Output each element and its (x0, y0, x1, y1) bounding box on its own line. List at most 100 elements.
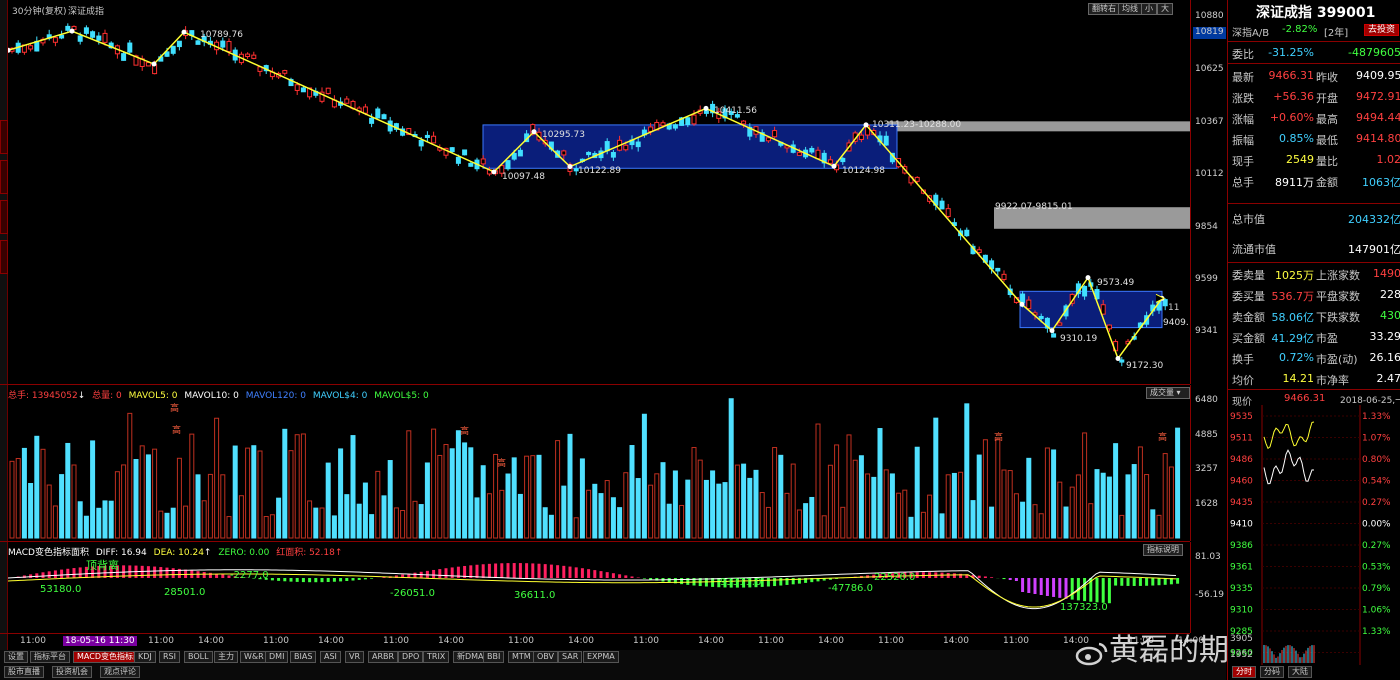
large-button[interactable]: 大 (1157, 3, 1173, 15)
volume-bar (703, 479, 709, 539)
indicator-tab[interactable]: KDJ (134, 651, 156, 663)
volume-bar (437, 454, 443, 539)
volume-bar (964, 403, 970, 539)
flip-button[interactable]: 翻转右 (1088, 3, 1120, 15)
indicator-tab[interactable]: RSI (159, 651, 180, 663)
left-tab-3[interactable] (0, 200, 8, 234)
left-tab-4[interactable] (0, 240, 8, 274)
mini-avg-line (1263, 421, 1315, 450)
candle-body (59, 34, 65, 39)
price-volume-separator (0, 384, 1190, 385)
volume-bar (691, 447, 697, 539)
volume-bar (945, 474, 951, 539)
macd-tick: 81.03 (1195, 552, 1221, 562)
comment-button[interactable]: 观点评论 (100, 666, 140, 678)
left-tab-2[interactable] (0, 160, 8, 194)
row-label-1: 委买量 (1232, 290, 1265, 303)
time-tick: 18-05-16 11:30 (63, 636, 137, 646)
volume-bar (908, 516, 914, 539)
volume-indicator-dropdown[interactable]: 成交量 ▾ (1146, 387, 1190, 399)
volume-bar (858, 455, 864, 539)
volume-bar (809, 496, 815, 539)
float-cap-value: 147901亿 (1348, 243, 1400, 256)
indicator-tab[interactable]: BIAS (290, 651, 317, 663)
candle-body (300, 87, 306, 93)
pivot-dot (69, 28, 75, 34)
volume-bar (883, 469, 889, 539)
candle-body (251, 54, 257, 59)
mini-tab[interactable]: 大陆 (1288, 666, 1312, 678)
indicator-tab[interactable]: DMI (265, 651, 289, 663)
indicator-tab[interactable]: BOLL (184, 651, 213, 663)
candle-body (747, 126, 753, 137)
candle-body (449, 147, 455, 153)
volume-bar (474, 497, 480, 539)
candle-body (344, 98, 350, 104)
volume-bar (65, 442, 71, 539)
indicator-tab[interactable]: MACD变色指标面积 (73, 651, 153, 663)
indicator-tab[interactable]: 设置 (4, 651, 28, 663)
row-value-2: 430 (1380, 309, 1400, 322)
gap-bar (994, 207, 1190, 229)
opportunity-button[interactable]: 投资机会 (52, 666, 92, 678)
volume-bar (269, 514, 275, 539)
volume-bar (567, 433, 573, 539)
price-tick: 10819 (1195, 27, 1224, 37)
annotation-tick: 11 (1168, 303, 1180, 313)
indicator-tab[interactable]: 主力 (214, 651, 238, 663)
volume-bar (939, 513, 945, 539)
candle-body (52, 37, 58, 43)
indicator-tab[interactable]: MTM (508, 651, 535, 663)
volume-bar (164, 512, 170, 539)
volume-bar (827, 464, 833, 539)
row-label-1: 卖金额 (1232, 311, 1265, 324)
candle-body (809, 147, 815, 153)
indicator-tab[interactable]: BBI (483, 651, 505, 663)
invest-button[interactable]: 去投资 (1364, 24, 1400, 36)
candle-body (741, 120, 747, 125)
indicator-tab[interactable]: VR (345, 651, 365, 663)
sub-change: -2.82% (1282, 24, 1318, 35)
live-button[interactable]: 股市直播 (4, 666, 44, 678)
indicator-tab[interactable]: EXPMA (583, 651, 619, 663)
row-value-1: 2549 (1286, 153, 1314, 166)
candle-body (679, 117, 685, 126)
indicator-tab[interactable]: ARBR (368, 651, 399, 663)
indicator-tab[interactable]: OBV (533, 651, 559, 663)
row-label-2: 金额 (1316, 176, 1338, 189)
volume-bar (176, 457, 182, 539)
volume-bar (778, 454, 784, 539)
candle-body (424, 134, 430, 138)
volume-bar (207, 473, 213, 539)
volume-bar (573, 517, 579, 539)
annotation-gap-1: 10311.23-10288.00 (872, 120, 962, 130)
volume-bar (486, 493, 492, 539)
chart-canvas[interactable] (8, 0, 1190, 650)
annotation-low-1: 10097.48 (502, 172, 545, 182)
indicator-tab[interactable]: ASI (320, 651, 341, 663)
volume-bar (517, 493, 523, 539)
indicator-tab[interactable]: 指标平台 (30, 651, 70, 663)
candle-body (772, 130, 778, 138)
volume-bar (369, 514, 375, 539)
indicator-tab[interactable]: W&R (240, 651, 268, 663)
volume-bar (238, 495, 244, 539)
pivot-dot (567, 164, 573, 170)
book-rows: 委卖量 1025万 上涨家数 1490 委买量 536.7万 平盘家数 228 卖金额 58.06… (1228, 264, 1400, 390)
divider (1228, 63, 1400, 64)
indicator-tab[interactable]: DPO (398, 651, 424, 663)
time-tick: 11:00 (1128, 636, 1154, 646)
left-tab-1[interactable] (0, 120, 8, 154)
mini-tab[interactable]: 分码 (1260, 666, 1284, 678)
chart-period[interactable]: 30分钟(复权) (12, 7, 67, 17)
indicator-help-button[interactable]: 指标说明 (1143, 544, 1183, 556)
intraday-mini-chart[interactable]: 9535 1.33% 9511 1.07% 9486 0.80% 9460 0.54% 9435… (1228, 405, 1400, 665)
candle-body (102, 32, 108, 43)
indicator-tab[interactable]: TRIX (423, 651, 450, 663)
weibo-icon (1075, 639, 1109, 665)
indicator-tab[interactable]: SAR (558, 651, 583, 663)
volume-bar (21, 447, 27, 539)
volume-bar (579, 458, 585, 539)
mini-tab[interactable]: 分时 (1232, 666, 1256, 678)
small-button[interactable]: 小 (1141, 3, 1157, 15)
